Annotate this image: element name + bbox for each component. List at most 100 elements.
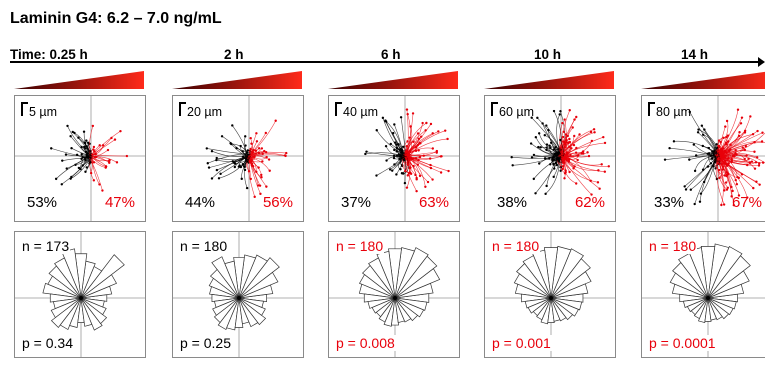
track-endpoint <box>721 168 725 171</box>
rose-plot <box>642 232 765 357</box>
track-endpoint <box>101 144 105 147</box>
track-endpoint <box>393 148 396 152</box>
track-endpoint <box>125 154 129 158</box>
sample-size-label: n = 180 <box>335 238 385 254</box>
track-endpoint <box>70 146 73 150</box>
track-endpoint <box>712 152 715 156</box>
track-endpoint <box>85 166 88 169</box>
rose-center <box>79 296 83 300</box>
cell-track <box>684 155 720 187</box>
track-endpoint <box>265 185 268 188</box>
rose-plot <box>173 232 303 357</box>
cell-track <box>535 156 562 194</box>
track-endpoint <box>744 144 748 148</box>
track-plot <box>15 96 145 221</box>
track-endpoint <box>54 177 58 181</box>
track-endpoint <box>663 158 667 161</box>
track-endpoint <box>405 108 409 111</box>
track-endpoint <box>545 146 548 149</box>
track-endpoint <box>393 163 396 166</box>
track-endpoint <box>406 112 409 116</box>
track-panel: 60 µm 38% 62% <box>484 95 616 222</box>
track-endpoint <box>104 165 108 168</box>
track-endpoint <box>543 134 546 137</box>
track-endpoint <box>92 145 96 149</box>
cell-track <box>89 149 109 158</box>
track-endpoint <box>401 172 405 175</box>
track-endpoint <box>388 168 392 171</box>
cell-track <box>719 156 749 163</box>
gradient-wedge <box>484 71 614 89</box>
track-endpoint <box>737 134 741 138</box>
track-endpoint <box>570 147 573 150</box>
scale-bar-label: 20 µm <box>187 105 222 119</box>
track-endpoint <box>435 151 438 154</box>
track-endpoint <box>559 110 562 113</box>
track-endpoint <box>249 177 253 181</box>
right-percentage: 62% <box>574 194 605 211</box>
track-endpoint <box>753 140 756 144</box>
track-endpoint <box>207 166 211 169</box>
track-endpoint <box>412 140 415 143</box>
track-endpoint <box>537 132 541 135</box>
cell-track <box>708 156 717 164</box>
track-endpoint <box>418 174 422 178</box>
track-endpoint <box>447 169 450 173</box>
track-endpoint <box>693 202 696 206</box>
track-endpoint <box>739 122 743 125</box>
track-endpoint <box>536 116 539 120</box>
right-percentage: 47% <box>104 194 135 211</box>
track-endpoint <box>392 156 396 160</box>
time-label-1: 2 h <box>224 47 244 62</box>
track-endpoint <box>562 140 565 143</box>
track-endpoint <box>552 148 556 151</box>
track-endpoint <box>563 177 566 180</box>
track-endpoint <box>391 169 394 172</box>
track-endpoint <box>248 160 252 164</box>
track-endpoint <box>752 186 755 190</box>
track-endpoint <box>416 132 420 135</box>
track-endpoint <box>725 174 728 178</box>
track-endpoint <box>567 160 571 163</box>
cell-track <box>538 146 561 156</box>
track-endpoint <box>375 129 378 132</box>
gradient-wedge <box>14 71 144 89</box>
track-endpoint <box>587 154 591 158</box>
track-endpoint <box>424 185 427 188</box>
track-endpoint <box>568 137 571 141</box>
track-endpoint <box>597 169 600 172</box>
track-endpoint <box>64 153 68 156</box>
track-endpoint <box>552 175 555 179</box>
track-endpoint <box>751 133 755 136</box>
track-endpoint <box>701 168 705 171</box>
track-endpoint <box>210 149 214 153</box>
track-endpoint <box>568 109 571 112</box>
track-endpoint <box>233 162 237 165</box>
track-endpoint <box>425 121 428 125</box>
track-endpoint <box>559 138 562 142</box>
track-endpoint <box>552 109 556 113</box>
track-endpoint <box>65 167 68 170</box>
track-endpoint <box>247 170 251 173</box>
track-endpoint <box>258 184 262 187</box>
cell-track <box>403 130 446 158</box>
scale-bar-line <box>335 102 342 116</box>
track-endpoint <box>561 167 564 171</box>
cell-track <box>385 121 406 157</box>
track-endpoint <box>539 146 542 149</box>
track-endpoint <box>753 167 757 170</box>
track-endpoint <box>215 156 218 160</box>
track-endpoint <box>395 173 398 176</box>
track-endpoint <box>80 145 83 149</box>
track-endpoint <box>726 134 730 137</box>
track-endpoint <box>532 177 536 181</box>
track-endpoint <box>753 150 756 153</box>
track-endpoint <box>722 203 726 206</box>
track-endpoint <box>98 183 101 186</box>
track-endpoint <box>537 145 540 149</box>
track-endpoint <box>80 153 83 156</box>
track-endpoint <box>393 123 396 126</box>
track-endpoint <box>407 171 411 175</box>
cell-track <box>553 156 562 159</box>
track-endpoint <box>375 174 378 177</box>
